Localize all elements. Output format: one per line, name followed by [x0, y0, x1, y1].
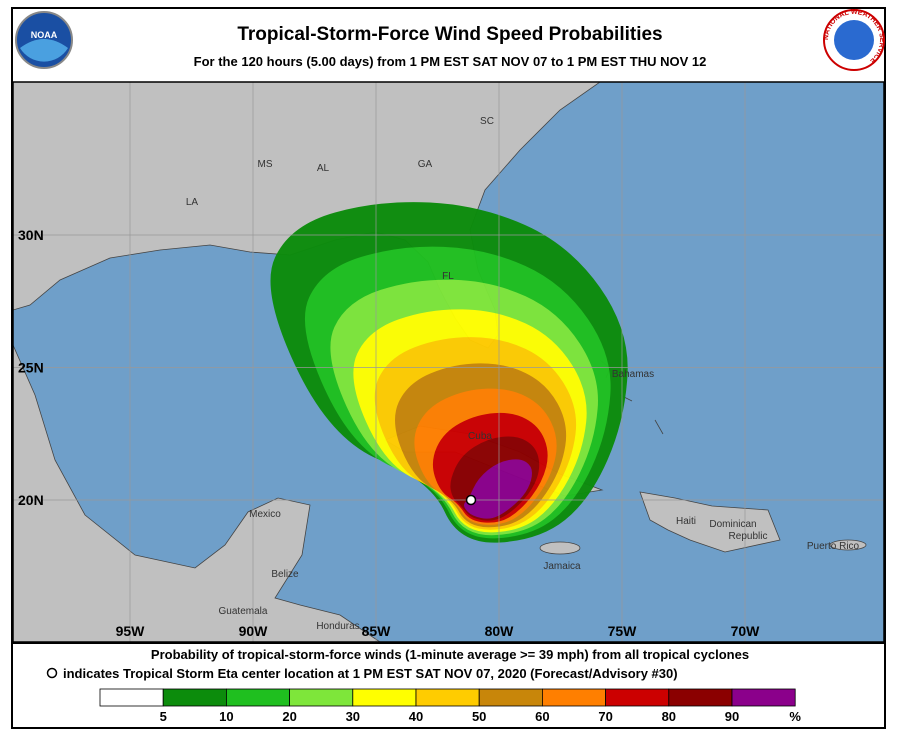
legend-tick: 50: [472, 709, 486, 724]
place-label: SC: [480, 116, 494, 127]
legend-tick: 80: [662, 709, 676, 724]
place-label: Haiti: [676, 516, 696, 527]
legend-swatch: [289, 688, 354, 707]
probability-contours: [270, 202, 628, 543]
place-label: Bahamas: [612, 369, 654, 380]
subtitle: For the 120 hours (5.00 days) from 1 PM …: [194, 54, 707, 69]
logo-wave: [20, 39, 68, 62]
footer-line2: indicates Tropical Storm Eta center loca…: [63, 666, 678, 681]
legend-swatch: [99, 688, 164, 707]
place-label: Mexico: [249, 509, 281, 520]
lon-label: 80W: [485, 623, 515, 639]
mexico-central-america: [13, 344, 381, 642]
place-label: Guatemala: [219, 606, 268, 617]
place-label: Republic: [729, 531, 768, 542]
place-label: Puerto Rico: [807, 541, 860, 552]
legend-swatch: [225, 688, 290, 707]
center-symbol: [46, 667, 58, 679]
legend-swatch: [605, 688, 670, 707]
map: 95W 90W 85W 80W 75W 70W 30N 25N 20N SC MS AL GA LA FL B…: [13, 82, 884, 642]
lon-label: 95W: [116, 623, 146, 639]
nws-logo: NATIONAL WEATHER SERVICE: [823, 9, 885, 71]
title: Tropical-Storm-Force Wind Speed Probabil…: [237, 24, 662, 45]
jamaica: [539, 541, 581, 555]
puerto-rico: [829, 539, 867, 551]
legend-tick: 90: [725, 709, 739, 724]
logo-disc: [834, 20, 874, 60]
lon-label: 70W: [731, 623, 761, 639]
lon-label: 85W: [362, 623, 392, 639]
place-label: Honduras: [316, 621, 359, 632]
footer-line1: Probability of tropical-storm-force wind…: [151, 647, 749, 662]
place-label: FL: [442, 271, 454, 282]
logo-text: NOAA: [31, 30, 58, 40]
place-label: Jamaica: [543, 561, 581, 572]
legend-swatch: [415, 688, 480, 707]
overlay: 95W 90W 85W 80W 75W 70W 30N 25N 20N SC MS AL GA LA FL B…: [13, 82, 884, 642]
legend-tick: 40: [409, 709, 423, 724]
legend-tick: 10: [219, 709, 233, 724]
lon-label: 90W: [239, 623, 269, 639]
storm-center: [465, 494, 477, 506]
lon-label: 75W: [608, 623, 638, 639]
place-label: AL: [317, 163, 330, 174]
place-label: Belize: [271, 569, 299, 580]
legend-swatch: [731, 688, 796, 707]
lat-label: 30N: [18, 227, 44, 243]
legend-swatch: [542, 688, 607, 707]
legend-tick: 70: [598, 709, 612, 724]
legend-tick: 20: [282, 709, 296, 724]
place-label: LA: [186, 197, 199, 208]
lat-label: 20N: [18, 492, 44, 508]
legend-tick: 30: [346, 709, 360, 724]
legend-unit: %: [789, 709, 801, 724]
place-label: GA: [418, 159, 433, 170]
legend: 5 10 20 30 40 50 60 70 80 90%: [99, 688, 801, 724]
noaa-logo: NOAA: [15, 11, 73, 69]
legend-tick: 5: [160, 709, 167, 724]
lat-label: 25N: [18, 360, 44, 376]
place-label: Dominican: [709, 519, 756, 530]
legend-swatch: [668, 688, 733, 707]
frame: [11, 7, 886, 729]
legend-swatch: [352, 688, 417, 707]
place-label: Cuba: [468, 431, 492, 442]
legend-swatch: [478, 688, 543, 707]
legend-swatch: [162, 688, 227, 707]
legend-tick: 60: [535, 709, 549, 724]
place-label: MS: [258, 159, 273, 170]
contour: [464, 459, 532, 519]
